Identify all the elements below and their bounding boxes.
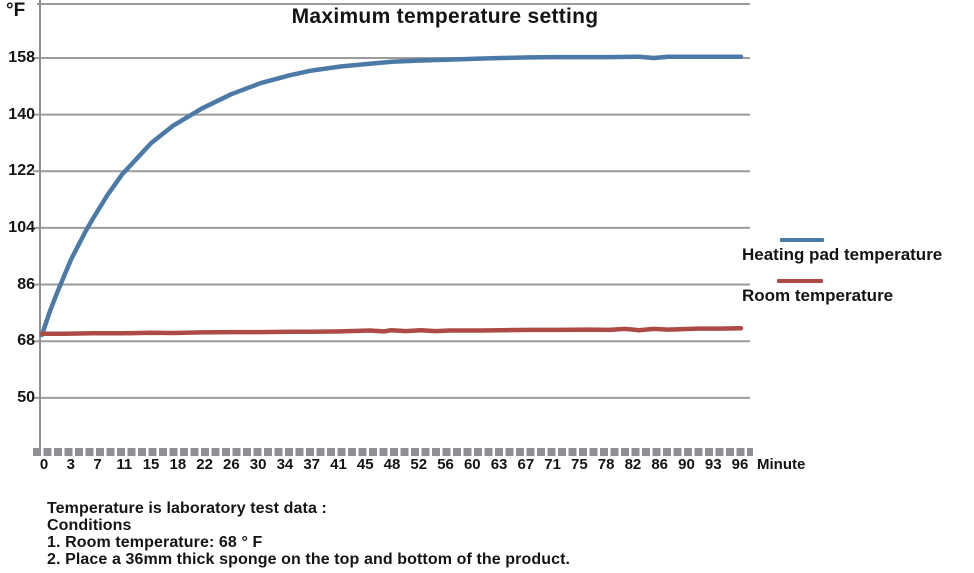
x-tick-label: 82 (624, 456, 642, 473)
y-axis-unit-label: °F (6, 0, 26, 21)
legend-label-heating-pad: Heating pad temperature (742, 245, 943, 264)
x-tick-label: 78 (597, 456, 615, 473)
x-axis-tick-labels: 0 3 7 11 15 18 22 26 30 34 37 41 45 48 52 56 60 63 67 71 75 7… (0, 456, 974, 476)
y-tick-label: 140 (8, 105, 35, 123)
y-axis-tick-labels: 158 140 122 104 86 68 50 (0, 0, 35, 480)
x-tick-label: 67 (517, 456, 535, 473)
y-tick-label: 68 (17, 332, 35, 350)
x-tick-label: 37 (303, 456, 321, 473)
x-tick-label: 45 (356, 456, 374, 473)
room-temperature-line-swatch (777, 279, 823, 283)
x-tick-label: 71 (544, 456, 561, 473)
room-temperature-line (39, 326, 744, 336)
x-tick-label: 7 (93, 456, 102, 473)
x-tick-label: 11 (116, 456, 133, 473)
x-tick-label: 48 (383, 456, 401, 473)
x-tick-label: 41 (330, 456, 347, 473)
y-tick-label: 122 (8, 162, 35, 180)
x-tick-label: 0 (39, 456, 49, 473)
x-tick-label: 63 (490, 456, 508, 473)
x-tick-label: 52 (410, 456, 428, 473)
legend: Heating pad temperature Room temperature (742, 234, 973, 306)
x-tick-label: 26 (223, 456, 240, 473)
x-tick-label: 18 (169, 456, 187, 473)
plot-area (33, 0, 753, 456)
footnote-line: 2. Place a 36mm thick sponge on the top … (47, 551, 571, 568)
x-tick-label: 15 (142, 456, 160, 473)
y-tick-label: 158 (8, 49, 35, 66)
x-tick-label: 30 (249, 456, 267, 473)
x-tick-label: 86 (651, 456, 669, 473)
chart-title: Maximum temperature setting (291, 5, 599, 28)
x-tick-label: 3 (66, 456, 75, 473)
legend-item-room: Room temperature (742, 279, 973, 306)
x-tick-label: 60 (463, 456, 481, 473)
legend-item-heating-pad: Heating pad temperature (742, 238, 973, 265)
footnote-line: 1. Room temperature: 68 ° F (47, 534, 263, 551)
footnotes: Temperature is laboratory test data : Co… (47, 500, 570, 568)
x-tick-label: 22 (196, 456, 213, 473)
footnote-line: Temperature is laboratory test data : (47, 500, 327, 517)
x-tick-label: 96 (731, 456, 749, 473)
x-tick-label: 34 (276, 456, 294, 473)
heating-pad-line-swatch (780, 238, 824, 242)
y-tick-label: 50 (17, 388, 35, 406)
y-tick-label: 104 (8, 218, 35, 236)
x-axis-unit-label: Minute (757, 456, 806, 473)
heating-pad-temperature-line (39, 54, 744, 338)
x-tick-label: 90 (678, 456, 695, 473)
legend-label-room: Room temperature (742, 286, 894, 305)
x-tick-label: 75 (571, 456, 588, 473)
x-tick-label: 56 (437, 456, 454, 473)
y-tick-label: 86 (17, 275, 35, 293)
footnote-line: Conditions (47, 517, 132, 534)
x-tick-label: 93 (704, 456, 722, 473)
